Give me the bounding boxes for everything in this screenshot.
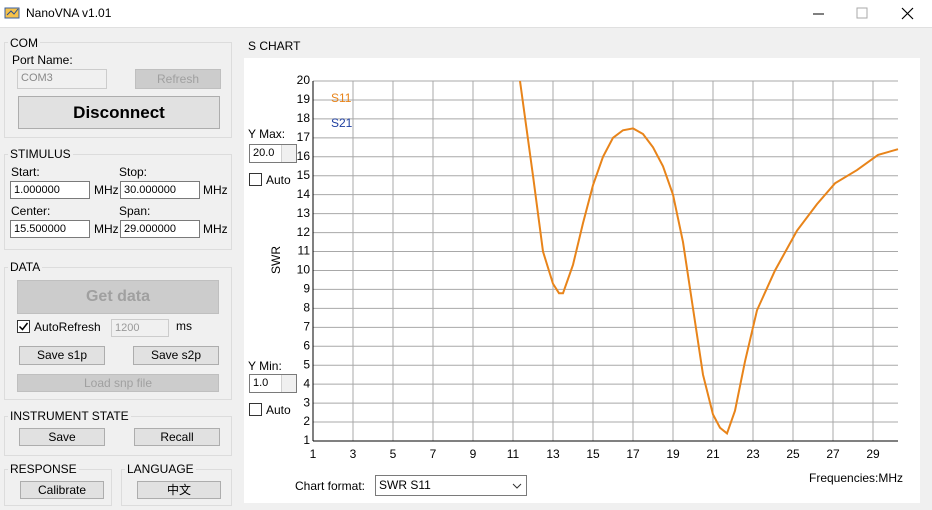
x-tick-label: 13 xyxy=(546,447,560,461)
y-tick-label: 18 xyxy=(297,111,311,125)
panel-title: S CHART xyxy=(248,39,301,53)
stop-input[interactable]: 30.000000 xyxy=(120,181,200,199)
y-tick-label: 16 xyxy=(297,149,311,163)
chart-panel xyxy=(244,58,920,503)
x-tick-label: 25 xyxy=(786,447,800,461)
group-title: STIMULUS xyxy=(8,147,73,161)
y-tick-label: 6 xyxy=(303,338,310,352)
label: Auto xyxy=(266,173,291,187)
x-tick-label: 7 xyxy=(430,447,437,461)
legend-entry: S21 xyxy=(331,116,353,130)
group-title: INSTRUMENT STATE xyxy=(8,409,131,423)
start-input[interactable]: 1.000000 xyxy=(10,181,90,199)
x-tick-label: 19 xyxy=(666,447,680,461)
label: Frequencies:MHz xyxy=(809,471,904,485)
recall-button[interactable]: Recall xyxy=(134,428,220,446)
check-mark xyxy=(18,322,29,331)
label: AutoRefresh xyxy=(34,320,101,334)
x-tick-label: 1 xyxy=(310,447,317,461)
label: Auto xyxy=(266,403,291,417)
unit: MHz xyxy=(94,222,119,236)
auto-checkbox[interactable] xyxy=(249,173,262,186)
y-tick-label: 15 xyxy=(297,168,311,182)
y-tick-label: 2 xyxy=(303,414,310,428)
label: Stop: xyxy=(119,165,148,179)
interval-input[interactable]: 1200 xyxy=(111,319,169,337)
group-box xyxy=(4,267,232,400)
unit: MHz xyxy=(203,222,228,236)
refresh-button[interactable]: Refresh xyxy=(135,69,221,89)
spinner[interactable] xyxy=(281,375,296,392)
label: Start: xyxy=(11,165,40,179)
group-box xyxy=(4,154,232,250)
y-tick-label: 5 xyxy=(303,357,310,371)
y-tick-label: 3 xyxy=(303,395,310,409)
y-tick-label: 8 xyxy=(303,301,310,315)
legend-entry: S11 xyxy=(331,91,352,105)
port-select[interactable]: COM3 xyxy=(17,69,107,89)
y-tick-label: 4 xyxy=(303,376,310,390)
group-title: COM xyxy=(8,36,40,50)
x-tick-label: 17 xyxy=(626,447,640,461)
y-tick-label: 17 xyxy=(297,130,311,144)
group-title: RESPONSE xyxy=(8,462,79,476)
title-bar xyxy=(0,0,932,28)
group-title: LANGUAGE xyxy=(125,462,196,476)
x-tick-label: 21 xyxy=(706,447,720,461)
x-tick-label: 3 xyxy=(350,447,357,461)
label: Center: xyxy=(11,204,51,218)
x-tick-label: 11 xyxy=(507,447,520,461)
group-title: DATA xyxy=(8,260,43,274)
label: Y Min: xyxy=(248,359,282,373)
unit: MHz xyxy=(94,183,119,197)
x-tick-label: 23 xyxy=(746,447,760,461)
disconnect-button[interactable]: Disconnect xyxy=(18,96,220,129)
y-tick-label: 19 xyxy=(297,92,311,106)
x-tick-label: 27 xyxy=(826,447,840,461)
y-tick-label: 13 xyxy=(297,206,311,220)
unit: MHz xyxy=(203,183,228,197)
y-tick-label: 14 xyxy=(297,187,311,201)
auto-checkbox[interactable] xyxy=(249,403,262,416)
y-tick-label: 10 xyxy=(297,263,311,277)
y-tick-label: 12 xyxy=(297,225,311,239)
label: Y Max: xyxy=(248,127,286,141)
center-input[interactable]: 15.500000 xyxy=(10,220,90,238)
y-tick-label: 20 xyxy=(297,73,311,87)
x-tick-label: 5 xyxy=(390,447,397,461)
spinner[interactable] xyxy=(281,145,296,162)
dropdown-arrow xyxy=(512,483,522,489)
save-button[interactable]: Save xyxy=(19,428,105,446)
label: Port Name: xyxy=(12,53,73,67)
save-s2p-button[interactable]: Save s2p xyxy=(133,346,219,365)
series-line xyxy=(519,80,899,436)
unit: ms xyxy=(176,319,192,333)
format-select[interactable]: SWR S11 xyxy=(375,475,527,496)
window-title: NanoVNA v1.01 xyxy=(26,6,112,20)
y-tick-label: 7 xyxy=(303,319,310,333)
window-controls[interactable] xyxy=(800,0,932,28)
language-button[interactable]: 中文 xyxy=(137,481,221,499)
ymin-input[interactable]: 1.0 xyxy=(249,374,297,393)
load-snp-button[interactable]: Load snp file xyxy=(17,374,219,392)
ymax-input[interactable]: 20.0 xyxy=(249,144,297,163)
label: Span: xyxy=(119,204,151,218)
x-tick-label: 29 xyxy=(866,447,880,461)
calibrate-button[interactable]: Calibrate xyxy=(20,481,104,499)
y-tick-label: 1 xyxy=(303,433,310,447)
x-tick-label: 9 xyxy=(470,447,477,461)
y-axis-label: SWR xyxy=(269,246,283,274)
span-input[interactable]: 29.000000 xyxy=(120,220,200,238)
group-box xyxy=(4,42,232,138)
y-tick-label: 11 xyxy=(298,244,311,258)
y-tick-label: 9 xyxy=(303,282,310,296)
app-icon xyxy=(4,7,20,19)
label: Chart format: xyxy=(295,479,366,493)
get-data-button[interactable]: Get data xyxy=(17,280,219,314)
x-tick-label: 15 xyxy=(586,447,600,461)
save-s1p-button[interactable]: Save s1p xyxy=(19,346,105,365)
